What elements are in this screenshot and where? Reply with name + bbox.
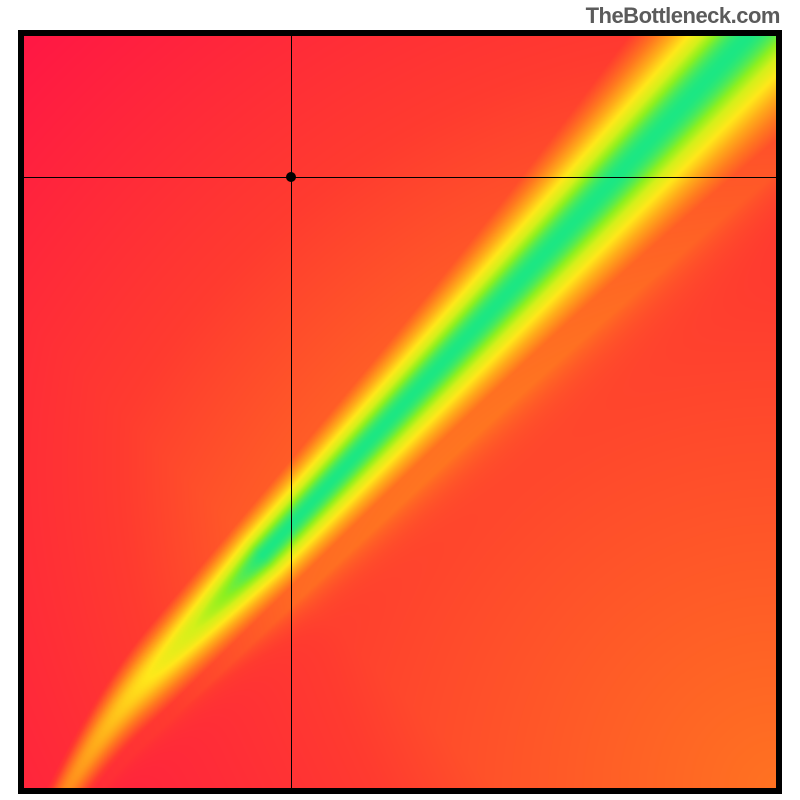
plot-area bbox=[24, 36, 776, 788]
selection-marker bbox=[286, 172, 296, 182]
crosshair-vertical bbox=[291, 36, 292, 788]
heatmap-canvas bbox=[24, 36, 776, 788]
crosshair-horizontal bbox=[24, 177, 776, 178]
watermark-text: TheBottleneck.com bbox=[586, 3, 780, 29]
chart-frame bbox=[18, 30, 782, 794]
